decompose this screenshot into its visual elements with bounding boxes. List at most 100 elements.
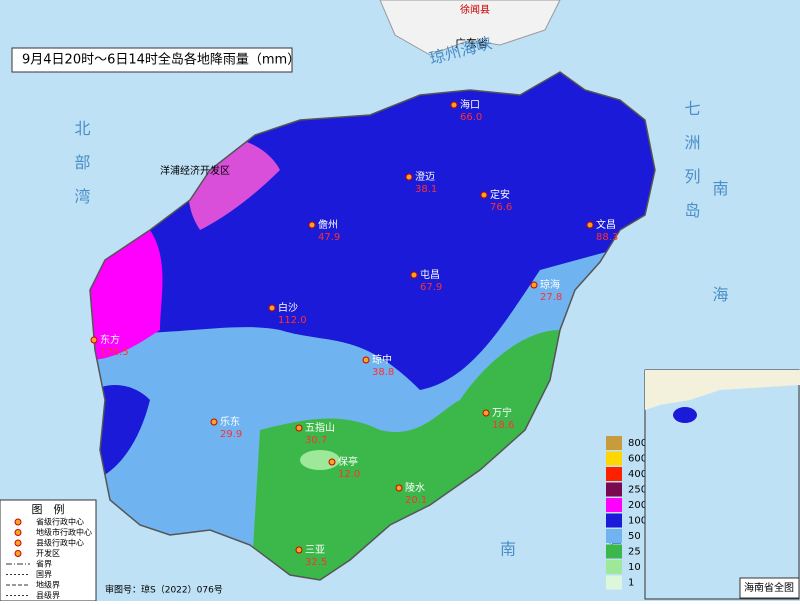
- scale-swatch: [606, 436, 622, 450]
- city-marker: [295, 424, 303, 432]
- city-value: 30.7: [305, 435, 327, 446]
- place: 广东省: [455, 37, 488, 50]
- city-name: 白沙: [278, 301, 298, 314]
- city-marker: [210, 418, 218, 426]
- scale-label: 200: [628, 500, 647, 511]
- inset-land: [645, 370, 800, 410]
- city-name: 五指山: [305, 421, 335, 434]
- legend-label: 国界: [36, 570, 52, 579]
- scale-label: 100: [628, 516, 647, 527]
- city-name: 澄迈: [415, 170, 435, 183]
- scale-swatch: [606, 529, 622, 543]
- guangdong-land: [379, 0, 561, 56]
- city-name: 保亭: [338, 455, 358, 468]
- place: 徐闻县: [460, 3, 490, 16]
- city-name: 琼海: [540, 278, 560, 291]
- scale-swatch: [606, 575, 622, 590]
- city-marker: [530, 281, 538, 289]
- city-value: 12.0: [338, 469, 360, 480]
- scale-label: 10: [628, 562, 641, 573]
- legend-label: 地级界: [36, 580, 60, 590]
- legend-label: 地级市行政中心: [36, 527, 92, 537]
- title-box: [11, 47, 293, 73]
- legend-symbol: [14, 550, 22, 557]
- city-value: 76.6: [490, 202, 512, 213]
- scale-label: 1: [628, 578, 634, 589]
- scale-label: 800: [628, 438, 647, 449]
- scale-label: 600: [628, 454, 647, 465]
- city-value: 112.0: [278, 315, 307, 326]
- city-name: 定安: [490, 188, 510, 201]
- sea-label: 北部湾: [72, 120, 91, 222]
- scale-swatch: [606, 560, 622, 574]
- city-name: 琼中: [372, 353, 392, 366]
- city-name: 海口: [460, 98, 480, 111]
- scale-swatch: [606, 467, 622, 481]
- city-marker: [90, 336, 98, 344]
- scale-swatch: [606, 544, 622, 559]
- city-marker: [586, 221, 594, 229]
- legend-symbol: [14, 529, 22, 536]
- city-marker: [362, 356, 370, 364]
- city-value: 66.0: [460, 112, 482, 123]
- city-marker: [410, 271, 418, 279]
- city-name: 万宁: [492, 406, 512, 419]
- city-value: 67.9: [420, 282, 442, 293]
- city-value: 18.6: [492, 420, 514, 431]
- city-value: 20.1: [405, 495, 427, 506]
- inset-title-box: [739, 577, 800, 599]
- title: 9月4日20时～6日14时全岛各地降雨量（mm）: [22, 52, 300, 68]
- city-marker: [268, 304, 276, 312]
- legend-label: 开发区: [36, 548, 60, 558]
- city-marker: [450, 101, 458, 109]
- city-marker: [308, 221, 316, 229]
- scale-swatch: [606, 513, 622, 528]
- city-value: 27.8: [540, 292, 562, 303]
- city-value: 32.5: [305, 557, 327, 568]
- city-value: 38.8: [372, 367, 394, 378]
- city-value: 29.9: [220, 429, 242, 440]
- city-name: 三亚: [305, 545, 325, 556]
- city-value: 176.5: [100, 347, 129, 358]
- legend-symbol: [14, 518, 22, 526]
- sea-label: 南海: [710, 180, 729, 392]
- legend-label: 县级界: [36, 590, 60, 600]
- legend-title: 图 例: [32, 502, 65, 516]
- city-name: 陵水: [405, 482, 425, 494]
- legend-label: 县级行政中心: [36, 538, 84, 548]
- city-marker: [480, 191, 488, 199]
- city-value: 38.1: [415, 184, 437, 195]
- city-value: 47.9: [318, 232, 340, 243]
- scale-label: 250: [628, 485, 647, 496]
- legend-symbol: [14, 539, 22, 547]
- sea-label: 南海: [500, 540, 712, 559]
- city-marker: [405, 173, 413, 181]
- city-name: 屯昌: [420, 268, 440, 281]
- color-scale: 800 600 400 250 200 100 50 25 10 1: [606, 436, 647, 590]
- city-name: 乐东: [220, 415, 240, 428]
- review-number: 审图号：琼S（2022）076号: [105, 584, 223, 596]
- city-name: 文昌: [596, 218, 616, 231]
- scale-label: 400: [628, 469, 647, 480]
- legend-label: 省界: [36, 559, 52, 569]
- legend-label: 省级行政中心: [36, 517, 84, 527]
- scale-label: 50: [628, 531, 641, 542]
- city-value: 88.3: [596, 232, 618, 243]
- inset: [644, 369, 800, 600]
- city-name: 儋州: [318, 218, 338, 231]
- legend-box: [0, 499, 97, 602]
- inset-title: 海南省全图: [744, 581, 794, 594]
- place: 七洲列岛: [682, 100, 701, 236]
- scale-swatch: [606, 498, 622, 512]
- scale-label: 25: [628, 547, 641, 558]
- city-marker: [295, 546, 303, 554]
- city-name: 东方: [100, 333, 120, 346]
- city-marker: [395, 484, 403, 492]
- city-marker: [482, 409, 490, 417]
- inset-island: [673, 407, 697, 423]
- place: 洋浦经济开发区: [160, 164, 230, 177]
- scale-swatch: [606, 482, 622, 497]
